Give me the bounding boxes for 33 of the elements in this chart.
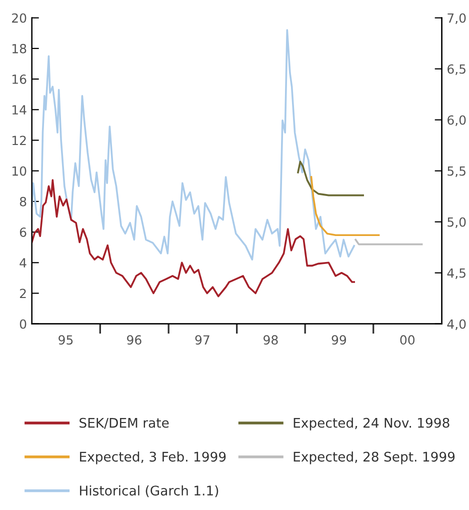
y-tick-label: 10 — [12, 166, 26, 176]
y-tick-label: 4 — [20, 258, 26, 268]
y-tick-label: 16 — [12, 74, 26, 84]
x-tick-label: 96 — [127, 335, 142, 345]
y-tick-label: 6 — [20, 228, 26, 237]
x-tick-label: 97 — [195, 335, 210, 345]
legend-label: SEK/DEM rate — [80, 418, 169, 429]
line-series — [310, 176, 380, 236]
legend-label: Expected, 24 Nov. 1998 — [294, 418, 450, 430]
y2-tick-label: 6,5 — [448, 64, 466, 76]
y2-tick-label: 7,0 — [448, 13, 466, 24]
y-tick-label: 8 — [20, 196, 26, 206]
y-tick-label: 2 — [20, 288, 26, 298]
y-tick-label: 0 — [20, 319, 26, 329]
x-tick-label: 99 — [332, 335, 346, 345]
y-tick-label: 20 — [12, 13, 26, 23]
y2-tick-label: 6,0 — [448, 115, 466, 126]
line-series — [32, 29, 355, 260]
x-tick-label: 95 — [58, 335, 73, 345]
legend-label: Historical (Garch 1.1) — [80, 485, 218, 498]
y2-tick-label: 5,5 — [448, 166, 466, 178]
line-series — [297, 160, 364, 196]
legend-label: Expected, 28 Sept. 1999 — [294, 451, 455, 464]
line-series — [32, 179, 355, 298]
y-tick-label: 18 — [12, 44, 26, 54]
legend-label: Expected, 3 Feb. 1999 — [80, 451, 226, 464]
y-tick-label: 14 — [12, 105, 26, 114]
x-tick-label: 00 — [400, 335, 415, 345]
y2-tick-label: 5,0 — [448, 217, 466, 228]
y2-tick-label: 4,0 — [447, 319, 466, 330]
y2-tick-label: 4,5 — [447, 268, 466, 280]
y-tick-label: 12 — [12, 136, 26, 145]
x-tick-label: 98 — [264, 335, 278, 345]
